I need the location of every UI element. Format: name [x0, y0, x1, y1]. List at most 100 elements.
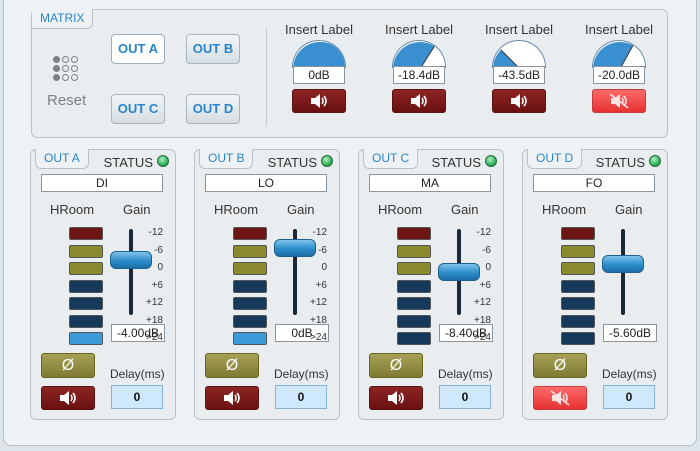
output-title: OUT B: [199, 149, 254, 169]
gain-slider-handle[interactable]: [110, 251, 152, 269]
meter-segment: [561, 314, 595, 328]
insert-level-value[interactable]: 0dB: [293, 66, 345, 84]
meter-segment: [233, 314, 267, 328]
speaker-icon: [411, 94, 427, 108]
meter-segment: [233, 244, 267, 258]
meter-scale-label: -6: [318, 244, 327, 256]
phase-invert-button[interactable]: Ø: [369, 353, 423, 378]
insert-1: Insert Label 0dB: [284, 22, 354, 113]
gain-value[interactable]: -4.00dB: [111, 324, 165, 342]
insert-level-value[interactable]: -18.4dB: [393, 66, 445, 84]
meter-segment: [69, 314, 103, 328]
meter-scale-label: -12: [312, 227, 327, 238]
speaker-icon: [388, 391, 404, 405]
phase-invert-button[interactable]: Ø: [41, 353, 95, 378]
gain-value[interactable]: 0dB: [275, 324, 329, 342]
output-panel-out-c: OUT C STATUS MA HRoom Gain -12 -6 0 +6 +12 +18 >24-…: [310, 149, 504, 420]
gain-value[interactable]: -5.60dB: [603, 324, 657, 342]
meter-scale-label: 0: [321, 262, 327, 273]
delay-label: Delay(ms): [438, 367, 493, 381]
meter-segment: [397, 279, 431, 293]
meter-segment: [233, 262, 267, 275]
speaker-icon: [224, 391, 240, 405]
phase-invert-button[interactable]: Ø: [205, 353, 259, 378]
insert-level-knob[interactable]: [292, 40, 346, 68]
matrix-out-a-button[interactable]: OUT A: [111, 34, 165, 64]
gain-label: Gain: [123, 202, 151, 217]
status-label: STATUS: [431, 155, 481, 170]
meter-segment: [397, 297, 431, 310]
speaker-icon: [511, 94, 527, 108]
meter-scale-label: >24: [474, 332, 491, 343]
gain-slider-handle[interactable]: [438, 263, 480, 281]
meter-segment: [561, 244, 595, 258]
insert-mute-button[interactable]: [492, 89, 546, 113]
delay-value[interactable]: 0: [439, 385, 491, 409]
insert-2: Insert Label -18.4dB: [384, 22, 454, 113]
meter-segment: [561, 279, 595, 293]
output-panel-out-d: OUT D STATUS FO HRoom Gain -12 -6 0 +6 +12 +18 >24 -…: [474, 149, 668, 420]
output-mute-button[interactable]: [41, 386, 95, 410]
meter-scale-label: >24: [146, 332, 163, 343]
output-name-field[interactable]: FO: [533, 174, 655, 192]
meter-segment: [233, 332, 267, 345]
output-mute-button[interactable]: [369, 386, 423, 410]
status-led-icon: [321, 155, 333, 167]
meter-segment: [233, 227, 267, 240]
matrix-out-d-button[interactable]: OUT D: [186, 94, 240, 124]
delay-value[interactable]: 0: [275, 385, 327, 409]
output-name-field[interactable]: DI: [41, 174, 163, 192]
reset-label[interactable]: Reset: [47, 92, 87, 109]
output-mute-button[interactable]: [533, 386, 587, 410]
gain-value[interactable]: -8.40dB: [439, 324, 493, 342]
output-panel-out-b: OUT B STATUS LO HRoom Gain -12 -6 0 +6 +12 +18 >24 0…: [146, 149, 340, 420]
meter-scale-label: -6: [482, 244, 491, 256]
matrix-out-c-button[interactable]: OUT C: [111, 94, 165, 124]
insert-level-knob[interactable]: [492, 40, 546, 68]
insert-level-knob[interactable]: [592, 40, 646, 68]
delay-value[interactable]: 0: [603, 385, 655, 409]
speaker-muted-icon: [609, 93, 629, 109]
hroom-label: HRoom: [214, 202, 259, 217]
delay-label: Delay(ms): [602, 367, 657, 381]
meter-scale-label: +6: [479, 279, 491, 291]
gain-slider-handle[interactable]: [602, 255, 644, 274]
meter-scale-label: +18: [310, 314, 327, 326]
meter-segment: [69, 244, 103, 258]
meter-scale-label: -6: [154, 244, 163, 256]
insert-mute-button[interactable]: [392, 89, 446, 113]
insert-level-value[interactable]: -43.5dB: [493, 66, 545, 84]
meter-segment: [397, 227, 431, 240]
meter-scale-label: +18: [146, 314, 163, 326]
output-name-field[interactable]: LO: [205, 174, 327, 192]
output-mute-button[interactable]: [205, 386, 259, 410]
gain-label: Gain: [287, 202, 315, 217]
meter-scale-label: >24: [310, 332, 327, 343]
status-label: STATUS: [103, 155, 153, 170]
gain-slider-track[interactable]: [293, 229, 297, 315]
meter-segment: [233, 297, 267, 310]
output-panel-out-a: OUT A STATUS DI HRoom Gain -12 -6 0 +6 +12 +18 >24-…: [30, 149, 176, 420]
insert-mute-button[interactable]: [292, 89, 346, 113]
meter-segment: [561, 227, 595, 240]
output-name-field[interactable]: MA: [369, 174, 491, 192]
meter-scale-label: +6: [315, 279, 327, 291]
meter-segment: [397, 332, 431, 345]
meter-segment: [69, 332, 103, 345]
speaker-icon: [60, 391, 76, 405]
meter-segment: [69, 227, 103, 240]
insert-3: Insert Label -43.5dB: [484, 22, 554, 113]
gain-slider-track[interactable]: [129, 229, 133, 315]
meter-segment: [561, 297, 595, 310]
meter-segment: [561, 262, 595, 275]
gain-slider-handle[interactable]: [274, 238, 316, 257]
matrix-out-b-button[interactable]: OUT B: [186, 34, 240, 64]
meter-scale-label: +12: [474, 297, 491, 308]
delay-value[interactable]: 0: [111, 385, 163, 409]
insert-mute-button[interactable]: [592, 89, 646, 113]
insert-level-value[interactable]: -20.0dB: [593, 66, 645, 84]
insert-level-knob[interactable]: [392, 40, 446, 68]
phase-invert-button[interactable]: Ø: [533, 353, 587, 378]
gain-label: Gain: [615, 202, 643, 217]
meter-scale-label: -12: [148, 227, 163, 238]
